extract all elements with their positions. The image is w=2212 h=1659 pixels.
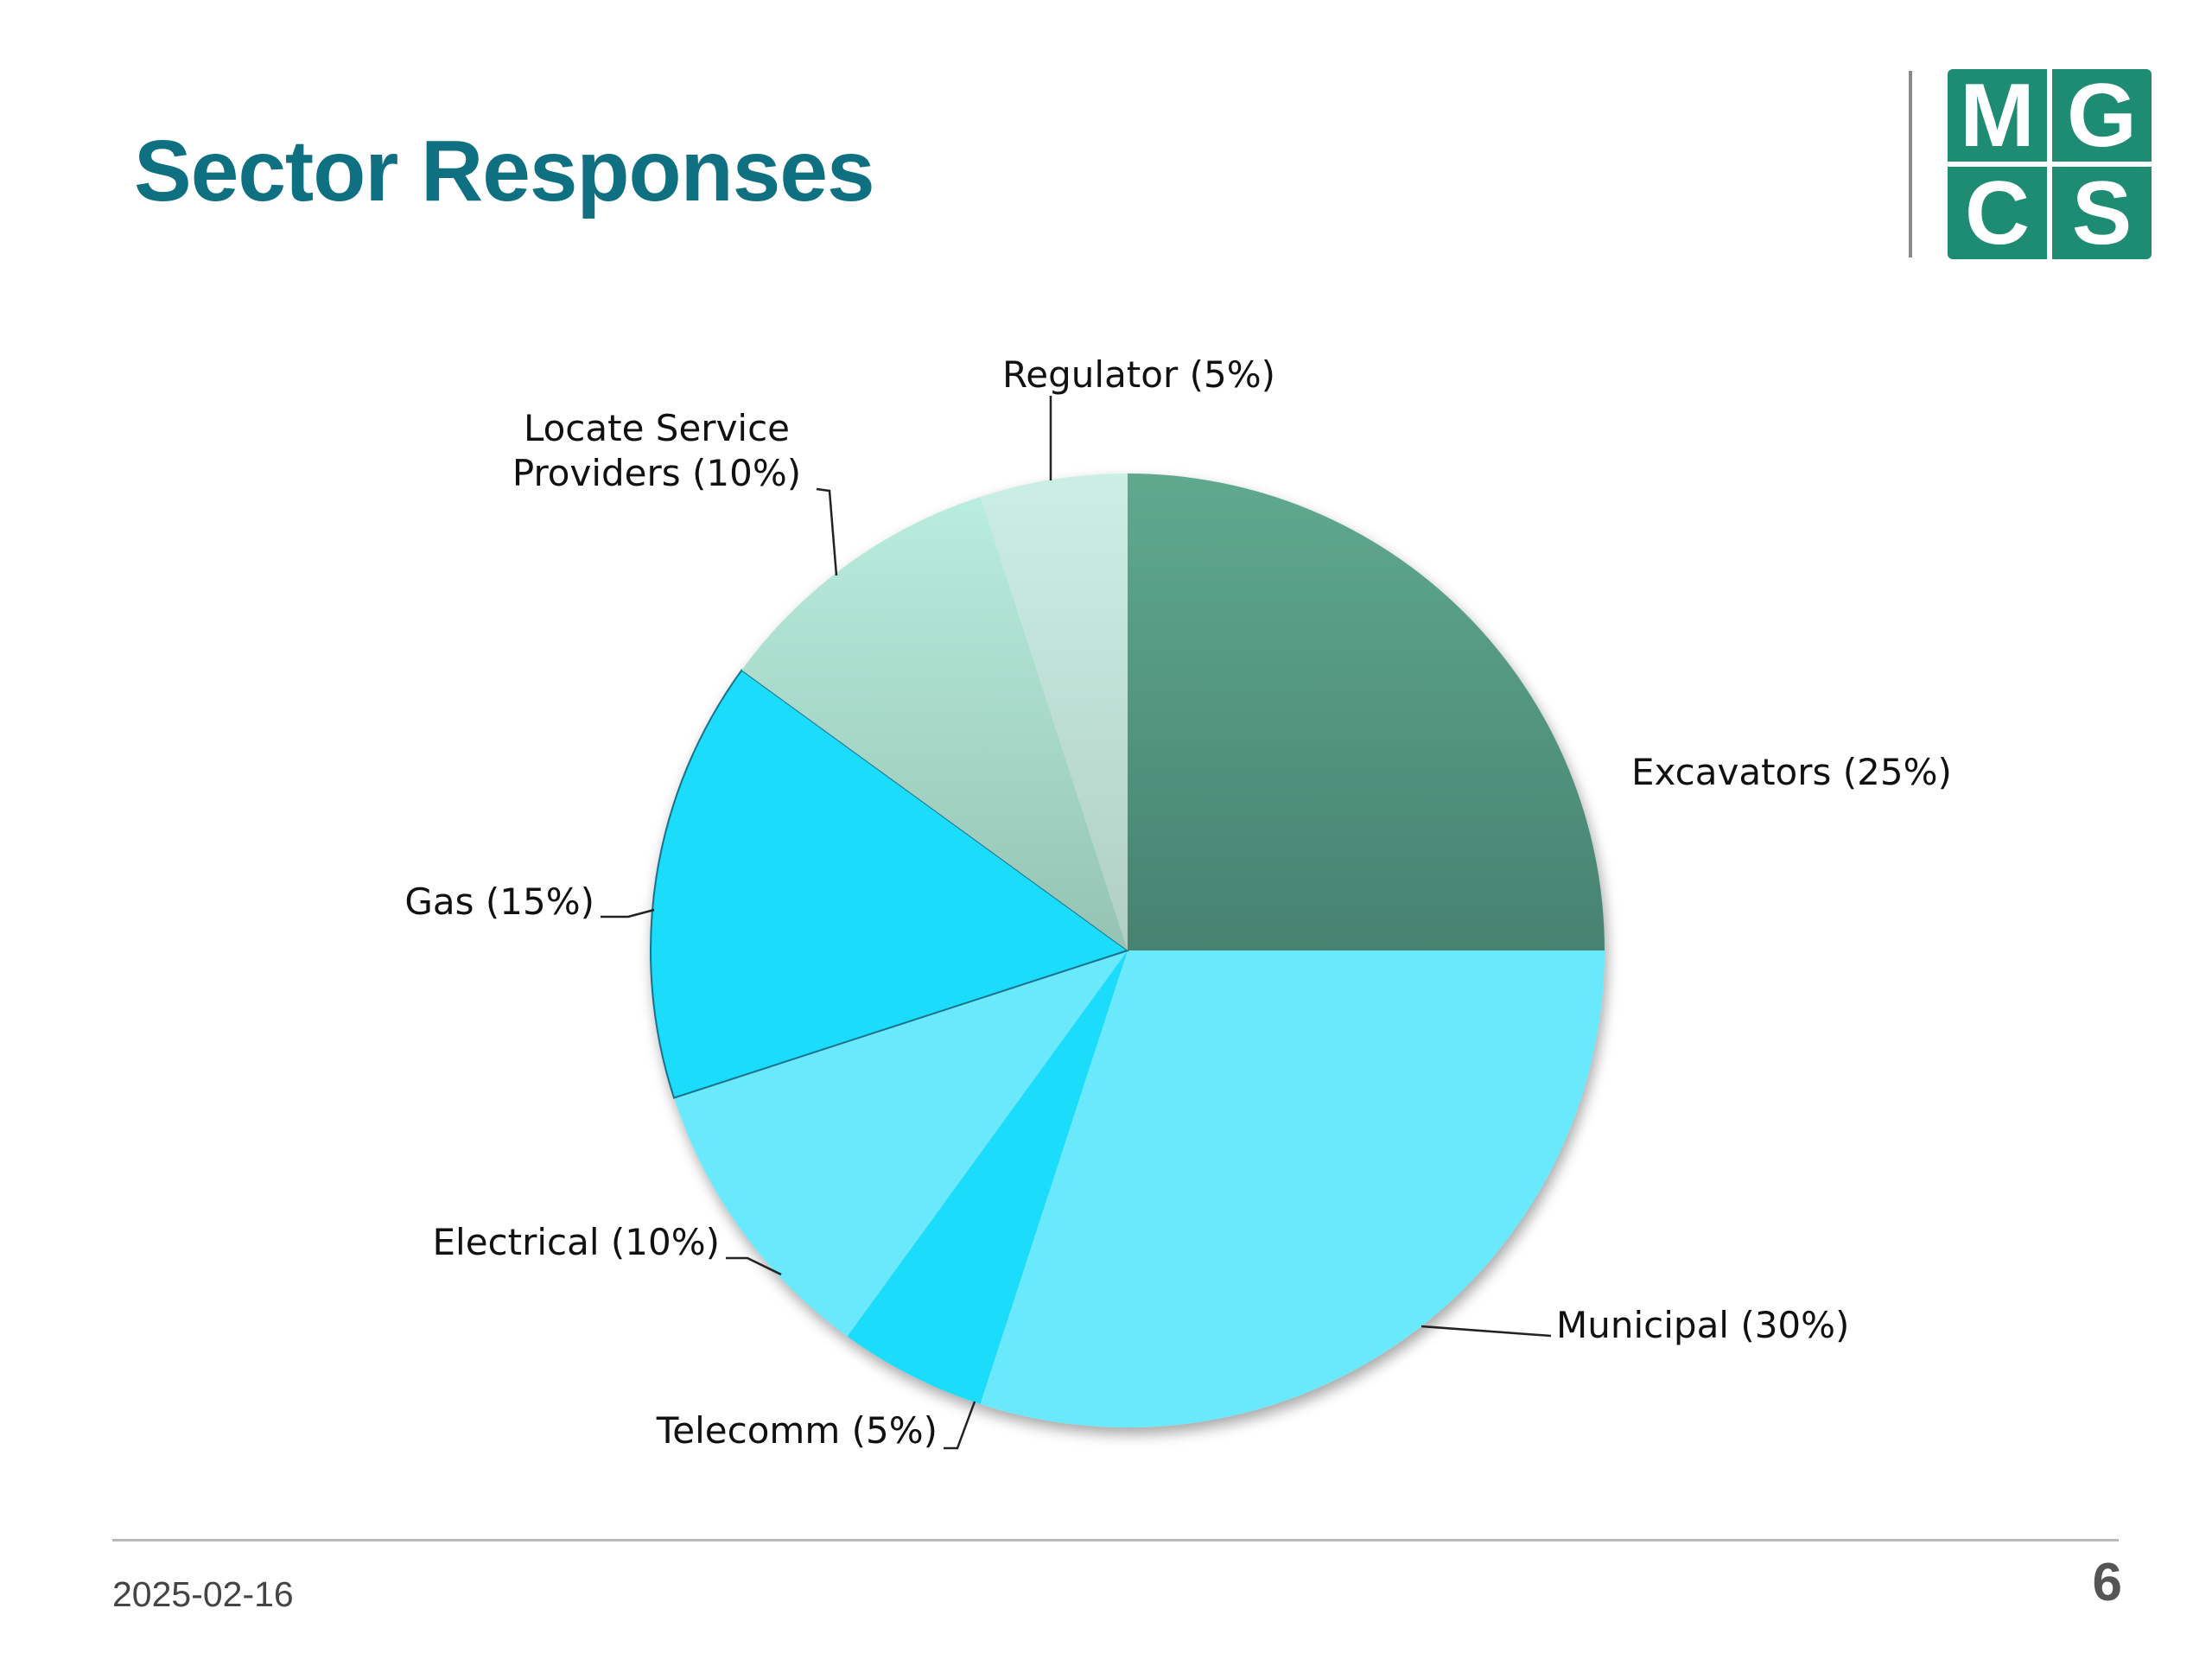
logo-letter-m: M (1948, 69, 2047, 162)
mgcs-logo: M G C S (1948, 69, 2152, 259)
leader-line (944, 1401, 976, 1450)
leader-line (816, 487, 838, 576)
slice-label: Municipal (30%) (1556, 1304, 1849, 1346)
logo-letter-c: C (1948, 167, 2047, 259)
leader-line (601, 908, 655, 918)
slide-title: Sector Responses (134, 123, 875, 219)
logo-letter-g: G (2052, 69, 2152, 162)
slice-label: Regulator (5%) (1002, 353, 1275, 396)
slice-label: Electrical (10%) (432, 1221, 720, 1263)
pie-slice (674, 950, 1128, 1337)
pie-slice (650, 669, 1130, 1099)
pie-slice (980, 474, 1128, 950)
footer-divider (112, 1539, 2119, 1541)
pie-slice (980, 950, 1605, 1427)
logo-divider (1909, 71, 1912, 257)
pie-slices (650, 474, 1605, 1427)
slice-label: Excavators (25%) (1631, 751, 1952, 793)
slice-label: Gas (15%) (404, 880, 594, 923)
slice-label: Telecomm (5%) (656, 1409, 938, 1452)
pie-slice (1128, 474, 1605, 950)
leader-line (1421, 1325, 1552, 1338)
pie-slice (741, 497, 1128, 950)
leader-line (726, 1256, 782, 1276)
pie-slice (847, 950, 1128, 1404)
footer-date: 2025-02-16 (112, 1574, 294, 1614)
logo-letter-s: S (2052, 167, 2152, 259)
slice-label: Locate Service Providers (10%) (512, 407, 801, 494)
page-number: 6 (2092, 1553, 2122, 1612)
